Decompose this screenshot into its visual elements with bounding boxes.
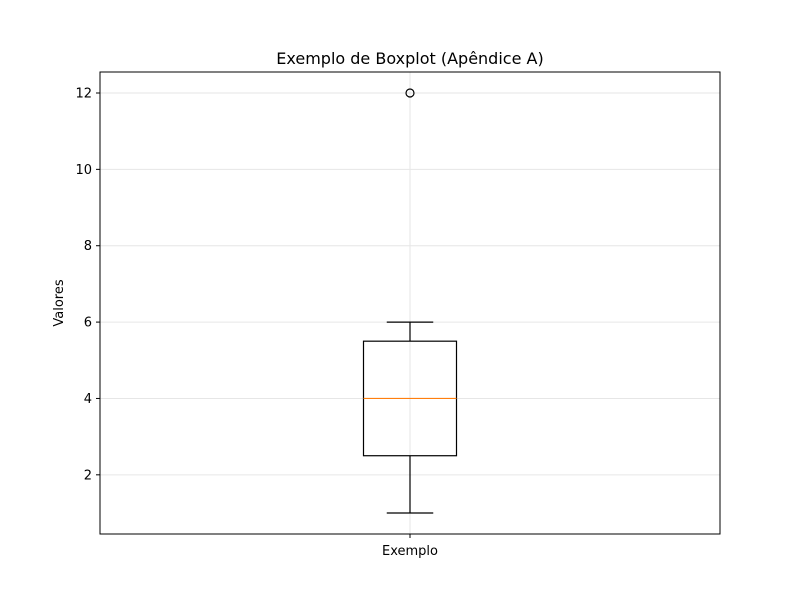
y-tick-label: 6 [84, 316, 92, 331]
x-tick-label: Exemplo [382, 544, 438, 559]
y-tick-label: 10 [75, 163, 92, 178]
y-tick-label: 12 [75, 87, 92, 102]
outlier-point [405, 88, 415, 98]
chart-title: Exemplo de Boxplot (Apêndice A) [276, 49, 543, 68]
box-layer [362, 88, 458, 514]
y-tick-label: 2 [84, 468, 92, 483]
y-tick-label: 8 [84, 239, 92, 254]
axis-layer: 2 4 6 8 10 12 Exemplo [75, 87, 438, 560]
y-axis-title: Valores [52, 279, 67, 326]
y-tick-label: 4 [84, 392, 92, 407]
